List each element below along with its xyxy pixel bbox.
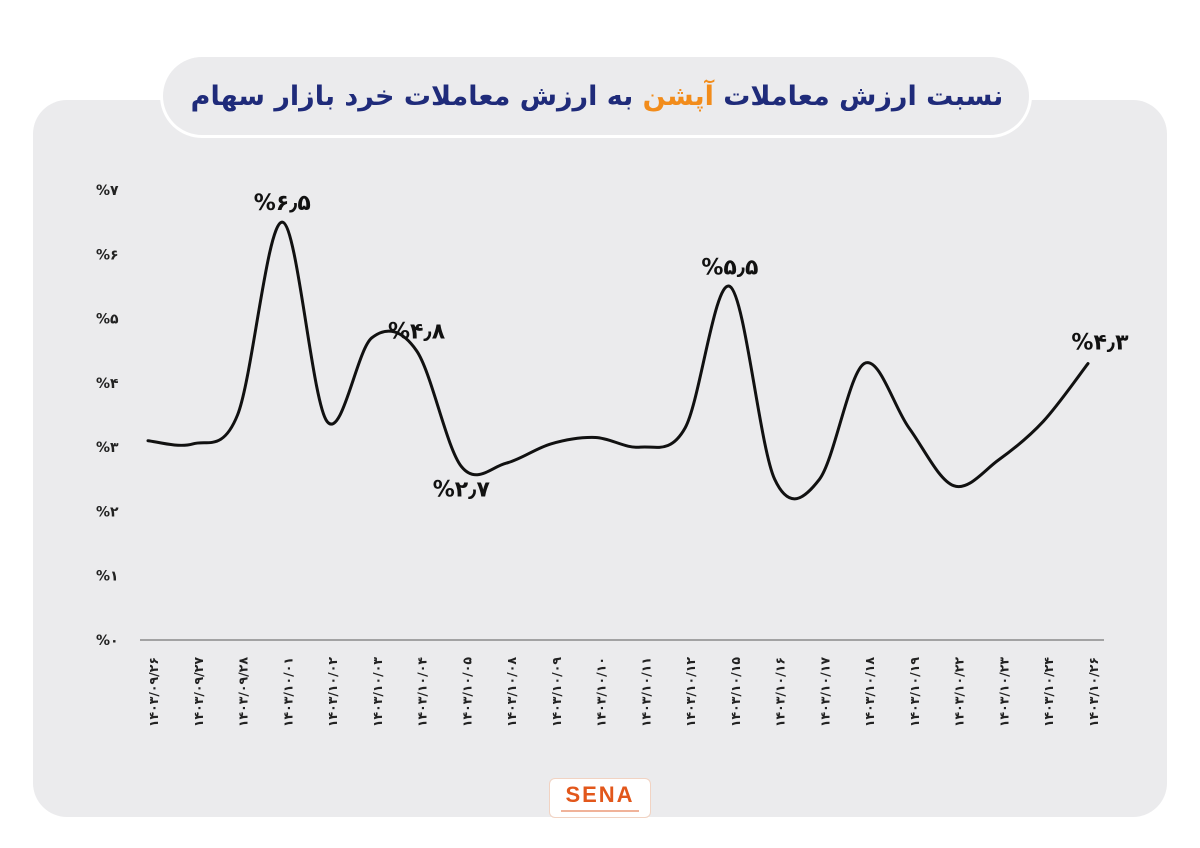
x-tick-label: ۱۴۰۳/۱۰/۰۹: [549, 657, 564, 728]
x-tick-label: ۱۴۰۳/۱۰/۱۸: [862, 657, 877, 728]
data-label: %۴٫۸: [388, 320, 446, 345]
x-tick-label: ۱۴۰۳/۱۰/۲۳: [996, 657, 1011, 728]
y-tick-label: %۰: [96, 633, 119, 649]
x-tick-label: ۱۴۰۳/۱۰/۲۲: [952, 657, 967, 728]
x-tick-label: ۱۴۰۳/۱۰/۰۸: [504, 657, 519, 728]
sena-logo: SENA: [549, 778, 651, 818]
data-label: %۴٫۳: [1071, 331, 1129, 356]
x-tick-label: ۱۴۰۳/۱۰/۰۲: [325, 657, 340, 728]
x-tick-label: ۱۴۰۳/۱۰/۱۶: [773, 657, 788, 727]
x-tick-label: ۱۴۰۳/۰۹/۲۶: [146, 657, 161, 727]
x-tick-label: ۱۴۰۳/۱۰/۲۴: [1041, 657, 1056, 728]
data-label: %۶٫۵: [254, 191, 311, 216]
x-tick-label: ۱۴۰۳/۱۰/۰۴: [415, 657, 430, 728]
x-tick-label: ۱۴۰۳/۱۰/۱۲: [683, 657, 698, 728]
y-tick-label: %۱: [96, 569, 119, 585]
x-tick-label: ۱۴۰۳/۱۰/۱۷: [817, 657, 832, 728]
title-part-2: آپشن: [642, 80, 714, 112]
y-tick-label: %۲: [96, 504, 119, 520]
data-label: %۲٫۷: [433, 477, 491, 502]
chart-title: نسبت ارزش معاملات آپشن به ارزش معاملات خ…: [191, 81, 1004, 112]
y-tick-label: %۵: [96, 312, 119, 328]
y-tick-label: %۳: [96, 440, 119, 456]
x-tick-label: ۱۴۰۳/۱۰/۱۰: [594, 657, 609, 727]
x-tick-label: ۱۴۰۳/۱۰/۰۵: [459, 657, 474, 728]
x-tick-label: ۱۴۰۳/۰۹/۲۸: [236, 657, 251, 728]
y-tick-label: %۶: [96, 247, 119, 263]
chart-panel: [33, 100, 1167, 817]
quote-right-icon: ❞: [189, 79, 191, 119]
x-tick-label: ۱۴۰۳/۱۰/۱۹: [907, 657, 922, 728]
x-tick-label: ۱۴۰۳/۱۰/۰۳: [370, 657, 385, 728]
x-tick-label: ۱۴۰۳/۱۰/۰۱: [280, 657, 295, 727]
logo-text: SENA: [565, 782, 635, 807]
logo-underline: [561, 810, 639, 812]
x-tick-label: ۱۴۰۳/۱۰/۱۵: [728, 657, 743, 728]
series-line: [146, 220, 1090, 501]
y-tick-label: %۷: [96, 183, 119, 199]
y-tick-label: %۴: [96, 376, 119, 392]
data-label: %۵٫۵: [701, 255, 758, 280]
title-part-3: به ارزش معاملات خرد بازار سهام: [190, 80, 634, 112]
title-banner: ❞ نسبت ارزش معاملات آپشن به ارزش معاملات…: [160, 54, 1032, 138]
x-tick-label: ۱۴۰۳/۰۹/۲۷: [191, 657, 206, 728]
x-tick-label: ۱۴۰۳/۱۰/۲۶: [1086, 657, 1101, 727]
title-part-1: نسبت ارزش معاملات: [723, 80, 1004, 112]
x-tick-label: ۱۴۰۳/۱۰/۱۱: [638, 657, 653, 727]
quote-left-icon: ❝: [1003, 79, 1005, 119]
